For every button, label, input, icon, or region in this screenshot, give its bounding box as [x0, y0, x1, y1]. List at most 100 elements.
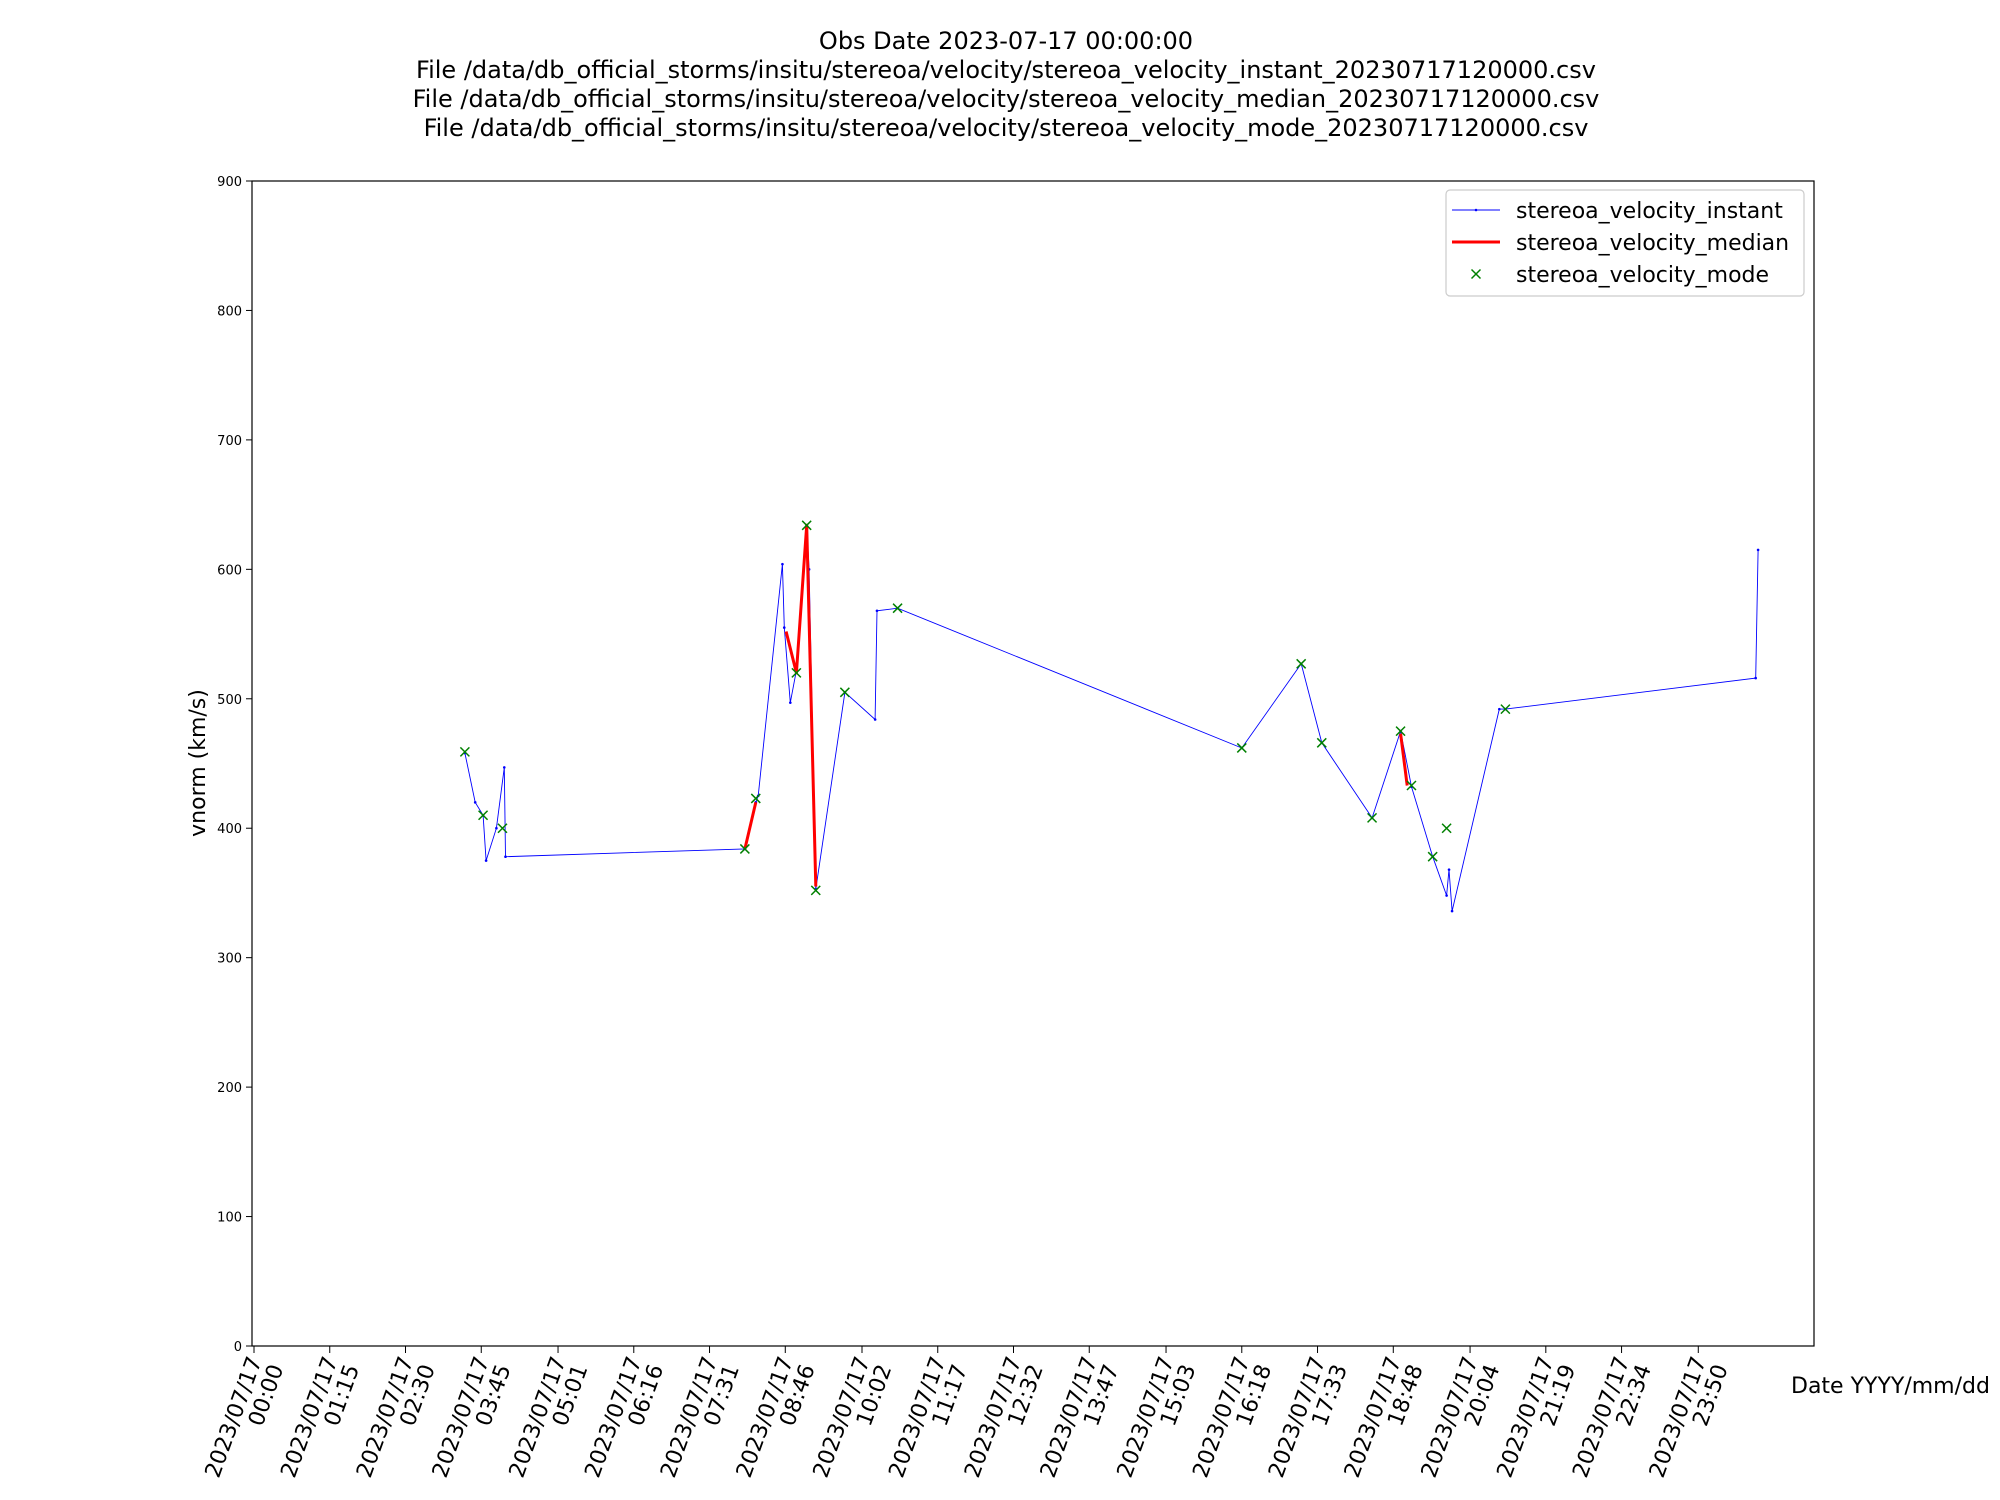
data-point-x-marker — [497, 823, 508, 834]
title-line-1: Obs Date 2023-07-17 00:00:00 — [819, 27, 1193, 55]
data-point — [1754, 676, 1757, 680]
data-point-x-marker — [810, 885, 821, 896]
marker-stroke — [459, 746, 470, 757]
series-line-segment — [784, 523, 818, 887]
marker-stroke — [1236, 742, 1247, 753]
data-point — [873, 718, 877, 721]
y-tick-label: 700 — [217, 434, 242, 449]
x-tick-label: 2023/07/1712:32 — [960, 1354, 1049, 1490]
data-point-x-marker — [1296, 658, 1307, 669]
x-tick-label: 2023/07/1722:34 — [1568, 1354, 1657, 1490]
legend-label: stereoa_velocity_mode — [1516, 263, 1769, 288]
marker-stroke — [478, 810, 489, 821]
data-point — [1498, 707, 1501, 711]
y-tick-label: 200 — [217, 1081, 242, 1096]
marker-stroke — [1427, 851, 1438, 862]
title-line-4: File /data/db_official_storms/insitu/ste… — [424, 114, 1589, 142]
y-tick-label: 0 — [234, 1340, 242, 1355]
x-axis-label: Date YYYY/mm/dd — [1791, 1374, 1990, 1399]
x-tick-label: 2023/07/1720:04 — [1417, 1354, 1506, 1490]
data-point — [782, 626, 786, 629]
x-tick-label: 2023/07/1718:48 — [1340, 1354, 1429, 1490]
marker-stroke — [801, 520, 812, 531]
legend-item-stereoa_velocity_mode: stereoa_velocity_mode — [1470, 263, 1769, 288]
data-point — [504, 855, 507, 858]
series-stereoa_velocity_median — [743, 523, 1409, 887]
x-tick-label: 2023/07/1706:16 — [581, 1354, 670, 1490]
data-point — [781, 562, 784, 566]
x-tick-label: 2023/07/1708:46 — [732, 1354, 821, 1490]
data-point-x-marker — [1236, 742, 1247, 753]
series-layer — [459, 520, 1760, 913]
series-line-segment — [1399, 733, 1409, 786]
data-point-x-marker — [1406, 780, 1417, 791]
data-point-x-marker — [739, 843, 750, 854]
y-tick-label: 300 — [217, 952, 242, 967]
plot-area-frame — [251, 180, 1815, 1347]
x-tick-label: 2023/07/1715:03 — [1113, 1354, 1202, 1490]
legend-box — [1445, 189, 1805, 297]
legend-item-stereoa_velocity_instant: stereoa_velocity_instant — [1452, 199, 1783, 224]
x-tick-label: 2023/07/1716:18 — [1189, 1354, 1278, 1490]
data-point-x-marker — [1316, 737, 1327, 748]
data-point — [473, 801, 477, 804]
marker-stroke — [497, 823, 508, 834]
data-point-x-marker — [801, 520, 812, 531]
marker-stroke — [1296, 658, 1307, 669]
x-tick-label: 2023/07/1723:50 — [1645, 1354, 1734, 1490]
marker-stroke — [750, 793, 761, 804]
x-axis: 2023/07/1700:002023/07/1701:152023/07/17… — [201, 1346, 1734, 1490]
marker-stroke — [1316, 737, 1327, 748]
x-tick-label: 2023/07/1707:31 — [656, 1354, 745, 1490]
x-tick-label: 2023/07/1702:30 — [352, 1354, 441, 1490]
x-tick-label: 2023/07/1705:01 — [505, 1354, 594, 1490]
y-axis-label: vnorm (km/s) — [186, 689, 211, 837]
y-tick-label: 500 — [217, 693, 242, 708]
y-tick-label: 900 — [217, 175, 242, 190]
data-point-x-marker — [1441, 823, 1452, 834]
legend-swatch — [1470, 268, 1482, 280]
marker-stroke — [739, 843, 750, 854]
marker-stroke — [1500, 704, 1511, 715]
data-point — [502, 766, 506, 769]
title-line-2: File /data/db_official_storms/insitu/ste… — [416, 56, 1596, 84]
x-tick-label: 2023/07/1717:33 — [1264, 1354, 1353, 1490]
y-tick-label: 100 — [217, 1211, 242, 1226]
data-point — [1450, 909, 1454, 913]
y-tick-label: 800 — [217, 304, 242, 319]
marker-stroke — [810, 885, 821, 896]
data-point-x-marker — [750, 793, 761, 804]
data-point-x-marker — [1367, 812, 1378, 823]
series-line-segment — [743, 801, 758, 850]
marker-stroke — [892, 603, 903, 614]
y-tick-label: 600 — [217, 563, 242, 578]
data-point — [495, 826, 498, 830]
data-point — [875, 609, 879, 613]
data-point — [484, 859, 488, 862]
data-point — [1445, 894, 1448, 897]
marker-stroke — [839, 687, 850, 698]
legend: stereoa_velocity_instant stereoa_velocity… — [1445, 189, 1805, 297]
data-point-x-marker — [478, 810, 489, 821]
data-point-x-marker — [839, 687, 850, 698]
marker-stroke — [1367, 812, 1378, 823]
y-axis: 0 100 200 300 400 500 600 700 800 900 — [217, 175, 252, 1355]
x-tick-label: 2023/07/1713:47 — [1036, 1354, 1125, 1490]
data-point-x-marker — [459, 746, 470, 757]
marker-stroke — [791, 667, 802, 678]
series-stereoa_velocity_mode — [459, 520, 1511, 896]
marker-stroke — [1406, 780, 1417, 791]
y-tick-label: 400 — [217, 822, 242, 837]
legend-label: stereoa_velocity_instant — [1516, 199, 1783, 224]
x-tick-label: 2023/07/1711:17 — [885, 1354, 974, 1490]
title-line-3: File /data/db_official_storms/insitu/ste… — [413, 85, 1600, 113]
legend-item-stereoa_velocity_median: stereoa_velocity_median — [1452, 231, 1789, 256]
marker-stroke — [1395, 726, 1406, 737]
legend-swatch-marker — [1474, 208, 1478, 212]
data-point — [1756, 548, 1760, 552]
data-point — [789, 701, 792, 704]
data-point-x-marker — [1427, 851, 1438, 862]
data-point-x-marker — [791, 667, 802, 678]
